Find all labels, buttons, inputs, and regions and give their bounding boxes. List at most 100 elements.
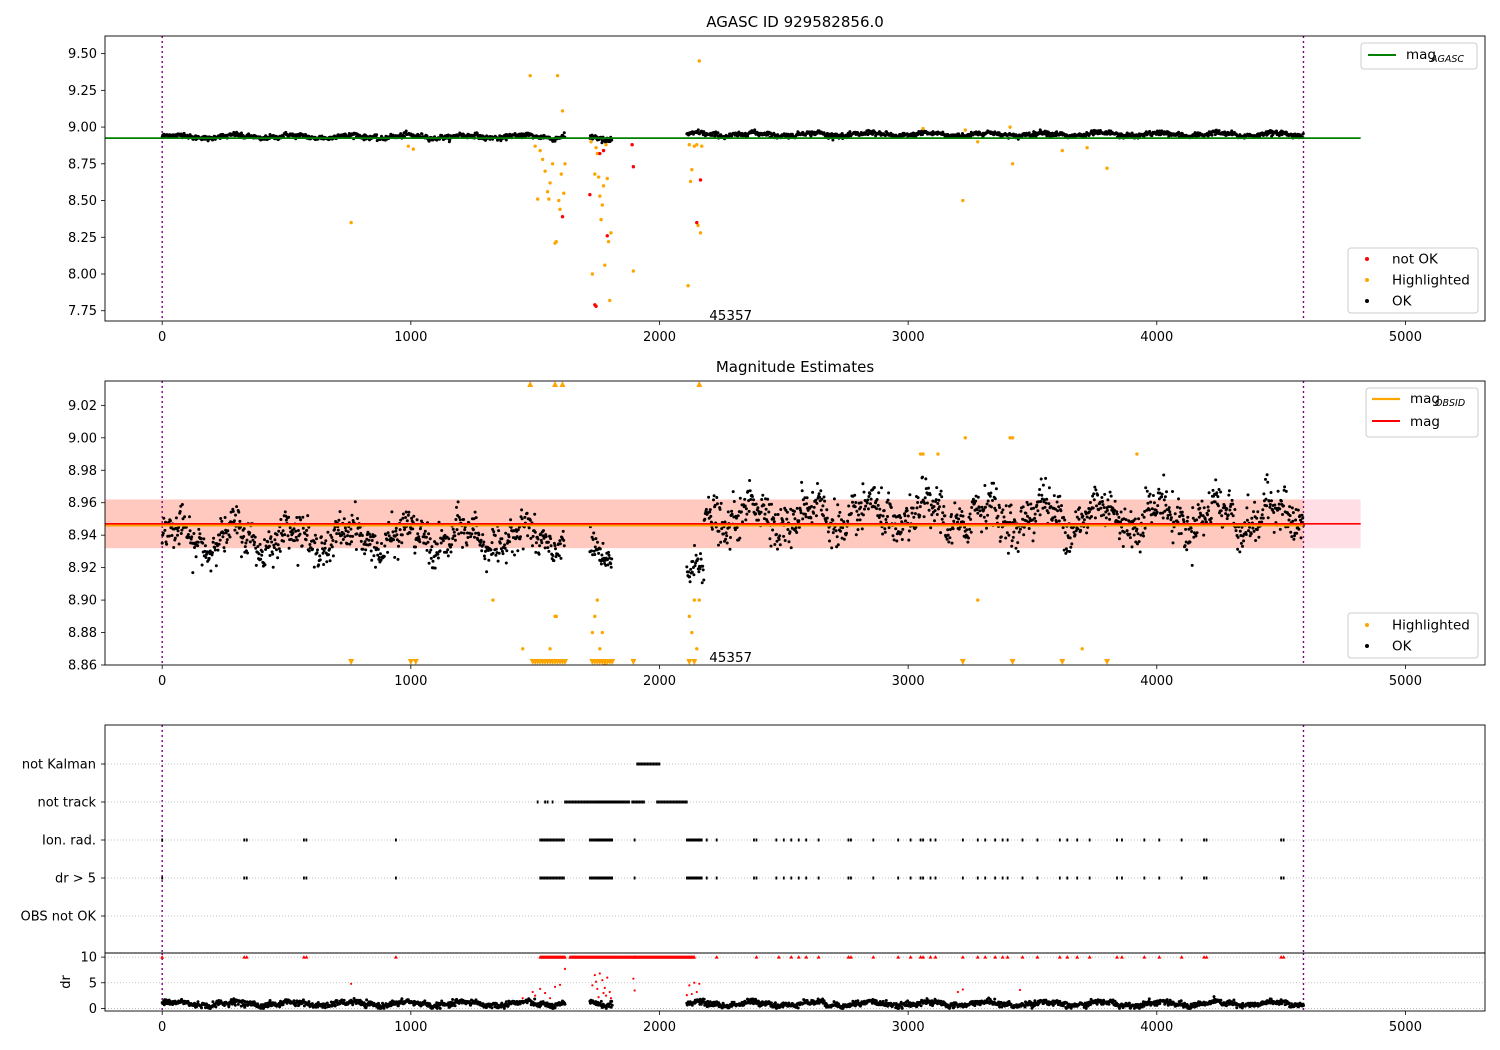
- ok-point: [814, 498, 818, 502]
- ok-point: [1199, 513, 1203, 517]
- ok-point: [1227, 489, 1231, 493]
- ok-point: [500, 549, 504, 553]
- ok-point: [253, 540, 257, 544]
- ok-point: [1271, 508, 1275, 512]
- ok-point: [812, 511, 816, 515]
- ok-point: [558, 542, 562, 546]
- flag-point: [790, 838, 793, 842]
- ok-point: [1045, 497, 1049, 501]
- ok-point: [427, 561, 431, 565]
- ok-point: [1063, 518, 1067, 522]
- ok-point: [1272, 530, 1276, 534]
- ok-point: [1040, 493, 1044, 497]
- ok-point: [329, 1000, 333, 1004]
- ok-point: [701, 564, 705, 568]
- ok-point: [1293, 534, 1296, 538]
- highlighted-point: [976, 598, 980, 602]
- ok-point: [1179, 532, 1183, 535]
- ok-point: [328, 547, 332, 551]
- ok-point: [396, 1004, 400, 1008]
- highlighted-point: [555, 73, 560, 78]
- ok-point: [520, 508, 524, 512]
- ok-point: [881, 532, 885, 536]
- ok-point: [201, 541, 205, 545]
- flag-point: [805, 876, 808, 880]
- flag-point: [557, 876, 559, 880]
- ok-point: [1261, 516, 1265, 520]
- ok-point: [428, 550, 432, 554]
- ok-point: [1295, 531, 1299, 535]
- ok-point: [1062, 515, 1066, 519]
- flag-point: [596, 876, 599, 880]
- ok-point: [1168, 513, 1172, 517]
- ok-point: [210, 553, 214, 557]
- ok-point: [1095, 504, 1098, 508]
- highlighted-point: [406, 144, 411, 148]
- ok-point: [591, 553, 595, 557]
- ok-point: [287, 546, 291, 550]
- ok-point: [1115, 510, 1119, 514]
- ok-point: [445, 550, 449, 554]
- ok-point: [338, 510, 342, 514]
- highlighted-point: [548, 181, 552, 185]
- ok-point: [989, 505, 993, 509]
- ok-point: [242, 535, 246, 538]
- ok-point: [907, 538, 911, 542]
- flag-point: [1036, 876, 1039, 880]
- ok-point: [372, 554, 376, 558]
- flag-point: [677, 800, 679, 804]
- ok-point: [379, 558, 383, 562]
- ok-point: [735, 516, 738, 520]
- ok-point: [294, 535, 298, 539]
- ok-point: [411, 527, 415, 531]
- ok-point: [288, 526, 292, 530]
- ok-point: [273, 538, 277, 542]
- ok-point: [264, 134, 268, 138]
- ok-point: [716, 131, 720, 135]
- ok-point: [291, 531, 295, 535]
- flag-point: [683, 800, 685, 804]
- ok-point: [927, 508, 931, 512]
- flag-point: [687, 876, 690, 880]
- ok-point: [1046, 511, 1050, 515]
- ok-point: [202, 537, 206, 541]
- flag-point: [625, 800, 627, 804]
- ok-point: [458, 518, 462, 522]
- ok-point: [549, 537, 553, 541]
- highlighted-point: [589, 140, 593, 144]
- ok-point: [864, 504, 868, 508]
- ok-point: [300, 544, 304, 548]
- ok-point: [384, 533, 388, 537]
- ok-point: [543, 546, 547, 550]
- ok-point: [1103, 492, 1107, 496]
- mag-frame: [104, 380, 1486, 666]
- agasc-y-tick-label: 8.50: [68, 194, 97, 209]
- ok-point: [913, 512, 917, 516]
- ok-point: [894, 527, 898, 531]
- ok-point: [523, 515, 527, 519]
- ok-point: [509, 525, 513, 529]
- ok-point: [1238, 550, 1242, 554]
- flag-point: [245, 876, 248, 880]
- ok-point: [1108, 517, 1112, 521]
- highlighted-point: [559, 172, 563, 176]
- ok-point: [1250, 516, 1254, 520]
- ok-point: [1281, 513, 1284, 516]
- ok-point: [1077, 517, 1081, 521]
- ok-point: [526, 534, 530, 538]
- ok-point: [345, 542, 349, 546]
- ok-point: [363, 540, 367, 544]
- ok-point: [1041, 483, 1045, 487]
- ok-point: [814, 514, 818, 518]
- ok-point: [322, 549, 326, 553]
- ok-point: [591, 538, 595, 541]
- ok-point: [736, 514, 740, 518]
- ok-point: [197, 527, 201, 531]
- not-ok-point: [630, 143, 634, 147]
- flag-point: [543, 838, 546, 842]
- ok-point: [1265, 473, 1269, 477]
- flag-point: [589, 838, 591, 842]
- ok-point: [310, 1002, 314, 1006]
- flag-point: [872, 876, 875, 880]
- ok-point: [1097, 508, 1101, 512]
